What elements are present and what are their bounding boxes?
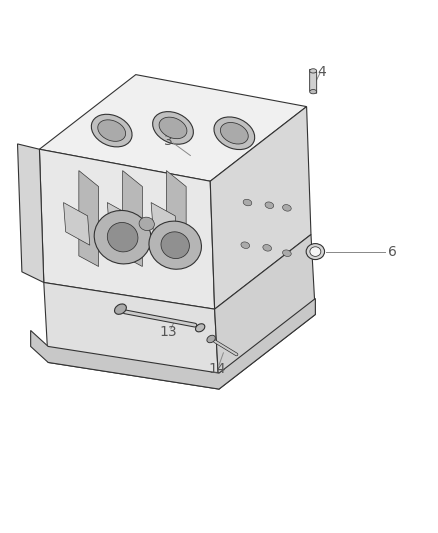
Text: 3: 3 [164, 134, 173, 148]
Polygon shape [39, 75, 307, 181]
Ellipse shape [114, 304, 127, 314]
Polygon shape [151, 203, 177, 245]
Ellipse shape [265, 202, 274, 208]
Ellipse shape [159, 117, 187, 139]
Polygon shape [18, 144, 44, 282]
Ellipse shape [153, 111, 193, 144]
Ellipse shape [283, 205, 291, 211]
Ellipse shape [107, 222, 138, 252]
Ellipse shape [220, 123, 248, 144]
Ellipse shape [310, 90, 317, 94]
Ellipse shape [310, 247, 321, 256]
Ellipse shape [161, 232, 189, 259]
Ellipse shape [195, 324, 205, 332]
Ellipse shape [207, 335, 215, 343]
Ellipse shape [92, 114, 132, 147]
Polygon shape [107, 203, 134, 245]
Text: 6: 6 [388, 245, 396, 259]
Ellipse shape [283, 250, 291, 256]
Polygon shape [215, 235, 315, 389]
Polygon shape [39, 149, 215, 309]
Text: 13: 13 [160, 325, 177, 338]
Polygon shape [123, 171, 142, 266]
Polygon shape [64, 203, 90, 245]
Ellipse shape [94, 211, 151, 264]
Ellipse shape [306, 244, 325, 260]
Text: 14: 14 [208, 362, 226, 376]
Ellipse shape [149, 221, 201, 269]
Text: 4: 4 [318, 65, 326, 79]
Polygon shape [79, 171, 99, 266]
Polygon shape [310, 69, 317, 93]
Ellipse shape [139, 217, 154, 231]
Polygon shape [31, 298, 315, 389]
Polygon shape [166, 171, 186, 266]
Ellipse shape [310, 69, 317, 73]
Ellipse shape [214, 117, 254, 150]
Polygon shape [44, 282, 219, 389]
Ellipse shape [243, 199, 252, 206]
Polygon shape [210, 107, 311, 309]
Ellipse shape [98, 120, 126, 141]
Ellipse shape [263, 245, 272, 251]
Ellipse shape [241, 242, 250, 248]
